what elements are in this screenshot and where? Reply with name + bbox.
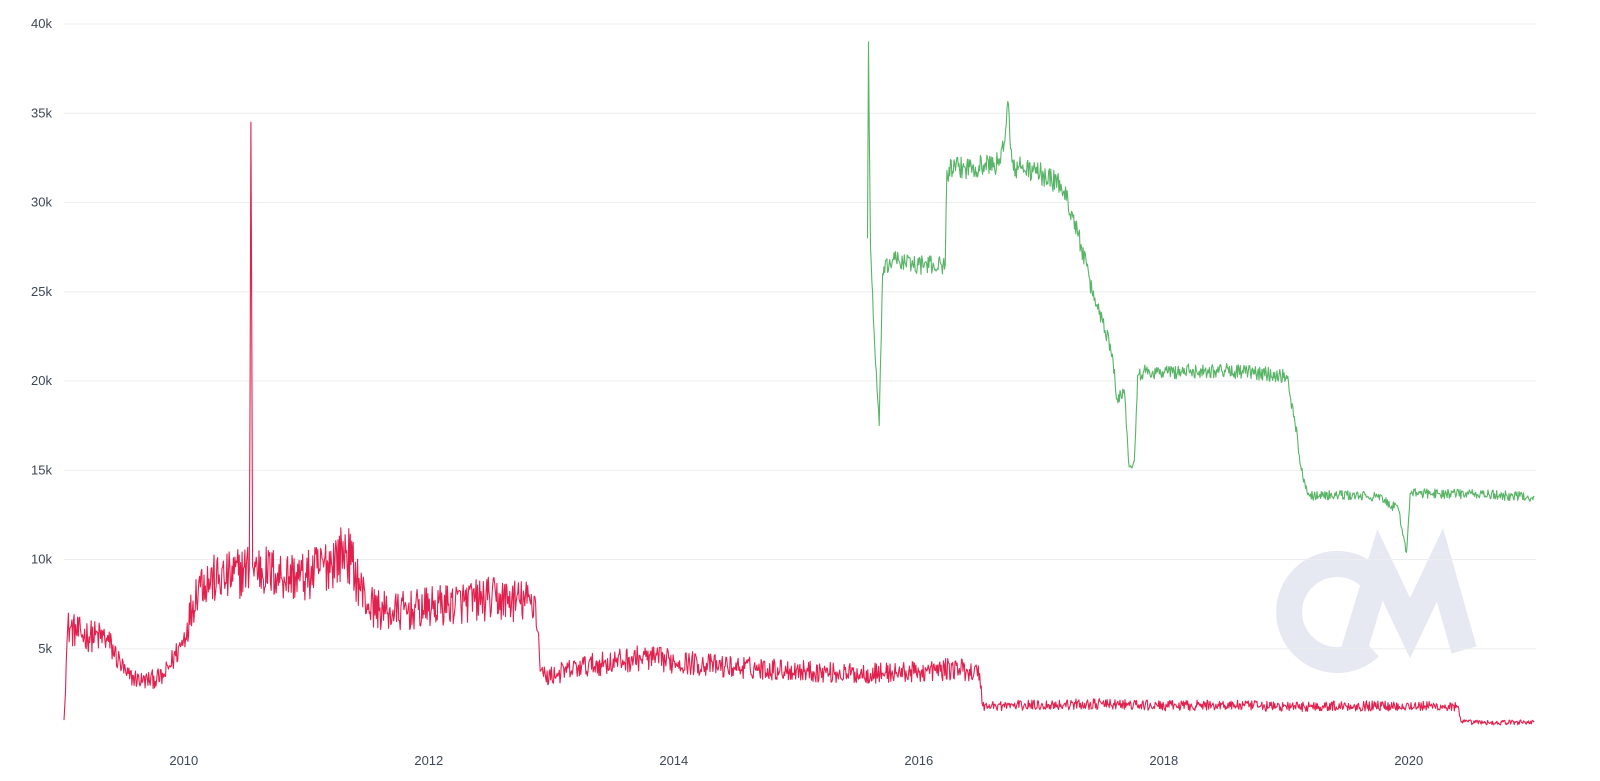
grid-lines (64, 23, 1536, 650)
watermark-logo (1276, 528, 1477, 673)
series-line-1 (63, 121, 1535, 726)
x-tick-label: 2014 (659, 753, 688, 768)
y-tick-label: 15k (31, 462, 52, 477)
y-tick-label: 5k (38, 641, 52, 656)
y-tick-label: 25k (31, 284, 52, 299)
x-tick-label: 2010 (169, 753, 198, 768)
y-axis: 5k 10k 15k 20k 25k 30k 35k 40k (31, 16, 52, 656)
series-layer (63, 41, 1535, 726)
y-tick-label: 30k (31, 195, 52, 210)
y-tick-label: 40k (31, 16, 52, 31)
x-tick-label: 2016 (904, 753, 933, 768)
x-tick-label: 2020 (1394, 753, 1423, 768)
x-tick-label: 2012 (414, 753, 443, 768)
x-tick-label: 2018 (1149, 753, 1178, 768)
series-line-2 (866, 41, 1535, 553)
y-tick-label: 20k (31, 373, 52, 388)
x-axis: 2010 2012 2014 2016 2018 2020 (169, 753, 1423, 768)
y-tick-label: 35k (31, 105, 52, 120)
y-tick-label: 10k (31, 552, 52, 567)
